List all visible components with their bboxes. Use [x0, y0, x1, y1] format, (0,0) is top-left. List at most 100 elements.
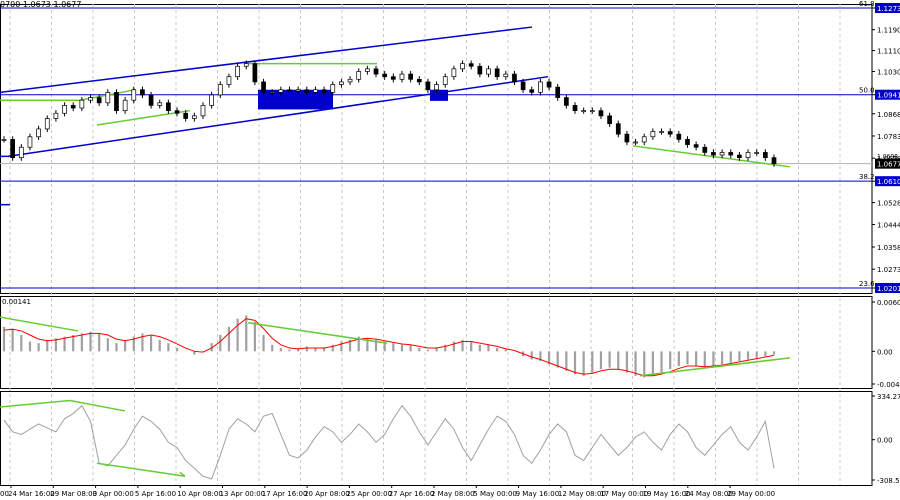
x-axis-label: 24 May 08:00 — [685, 490, 733, 498]
cci-trendline-green — [69, 399, 126, 412]
candle-body — [538, 81, 543, 93]
x-axis-label: 29 Mar 08:00 — [50, 490, 97, 498]
candle-body — [581, 110, 587, 112]
candle-body — [157, 102, 163, 106]
candle-body — [252, 63, 258, 83]
cci-trendline-green — [0, 399, 71, 408]
bid-price-label: 1.0698 — [877, 154, 898, 161]
candle-body — [382, 73, 388, 78]
candle-body — [330, 84, 336, 93]
channel-upper-line — [0, 26, 533, 94]
candle-body — [373, 68, 379, 75]
price-axis-label: 1.0528 — [877, 200, 900, 208]
candle-body — [79, 99, 85, 109]
candle-body — [278, 89, 284, 93]
candle-body — [737, 154, 742, 159]
current-price-label: 1.0677 — [877, 161, 900, 169]
candle-body — [148, 94, 154, 106]
trendline-green — [632, 145, 791, 168]
candle-body — [295, 89, 301, 92]
candle-body — [36, 128, 41, 138]
candle-body — [615, 123, 621, 135]
macd-axis-label: 0.00 — [877, 348, 893, 356]
candle-body — [140, 89, 145, 96]
fib-price-box — [875, 283, 900, 293]
candle-body — [62, 105, 67, 114]
supply-zone-small — [430, 89, 448, 101]
candle-body — [269, 92, 275, 94]
candle-body — [416, 78, 422, 83]
candle-body — [460, 63, 465, 70]
candle-body — [70, 105, 76, 109]
x-axis-label: 5 May 00:00 — [473, 490, 517, 498]
cci-axis-label: -308.568 — [877, 477, 900, 485]
x-axis-label-partial: 00 — [0, 490, 9, 498]
candle-body — [347, 78, 353, 83]
candle-body — [226, 76, 232, 85]
candle-body — [451, 68, 457, 78]
candle-body — [633, 141, 638, 144]
candle-body — [217, 84, 223, 96]
fib-price-box-label: 1.0610 — [877, 178, 900, 186]
price-axis-label: 1.0358 — [877, 244, 900, 252]
candle-body — [641, 136, 647, 143]
candle-body — [762, 152, 768, 159]
candle-body — [598, 110, 604, 117]
candle-body — [529, 89, 535, 93]
candle-body — [96, 97, 102, 104]
x-axis-label: 3 Apr 00:00 — [93, 490, 134, 498]
candle-body — [390, 76, 396, 80]
fib-price-box-label: 1.0941 — [877, 92, 900, 100]
x-axis-label: 10 Apr 08:00 — [177, 490, 223, 498]
fib-level-label: 50.0 — [859, 87, 875, 95]
x-axis-label: 9 May 16:00 — [516, 490, 560, 498]
candle-body — [304, 89, 310, 93]
x-axis-label: 2 May 08:00 — [431, 490, 475, 498]
candle-body — [18, 146, 24, 159]
price-axis-label: 1.1030 — [877, 68, 900, 76]
candle-body — [166, 102, 171, 111]
candle-body — [399, 73, 405, 80]
candle-body — [676, 133, 682, 140]
candle-body — [512, 73, 517, 83]
candle-body — [105, 92, 111, 104]
price-axis-label: 1.0273 — [877, 266, 900, 274]
fib-level-label: 38.2 — [859, 173, 875, 181]
x-axis-label: 25 Apr 00:00 — [346, 490, 392, 498]
price-axis-label: 1.0444 — [877, 222, 900, 230]
macd-panel-frame — [0, 296, 873, 389]
macd-axis-label: -0.00401 — [877, 381, 900, 389]
candle-body — [442, 76, 448, 85]
price-panel[interactable]: 61.8 50.0 38.2 23.6 — [0, 0, 875, 289]
candle-body — [27, 136, 33, 148]
candle-body — [200, 105, 206, 117]
candle-body — [754, 152, 760, 154]
candle-body — [607, 115, 612, 125]
current-price-box — [875, 158, 900, 169]
macd-panel[interactable]: 0.00141 — [0, 298, 791, 378]
price-axis-label: 1.1110 — [877, 48, 900, 56]
candle-body — [44, 118, 50, 130]
cci-panel-frame — [0, 391, 873, 486]
cci-line — [3, 404, 775, 480]
candle-body — [53, 112, 59, 119]
fib-price-box-label: 1.0201 — [877, 285, 900, 293]
cci-trendline-green — [179, 471, 186, 477]
fib-level-label: 23.6 — [859, 280, 875, 288]
fib-price-box — [875, 89, 900, 100]
candle-body — [693, 144, 699, 148]
candle-body — [131, 89, 137, 101]
price-panel-frame — [0, 4, 873, 294]
candle-body — [702, 146, 708, 153]
price-axis-label: 1.0783 — [877, 133, 900, 141]
candle-body — [356, 71, 362, 80]
macd-trendline-green — [639, 357, 791, 377]
candle-body — [564, 97, 569, 106]
x-axis-label: 24 Mar 16:00 — [8, 490, 55, 498]
candle-body — [477, 65, 483, 75]
cci-panel[interactable] — [0, 399, 775, 480]
fib-level-label: 61.8 — [859, 0, 875, 8]
macd-axis-label: 0.00605 — [877, 299, 900, 307]
